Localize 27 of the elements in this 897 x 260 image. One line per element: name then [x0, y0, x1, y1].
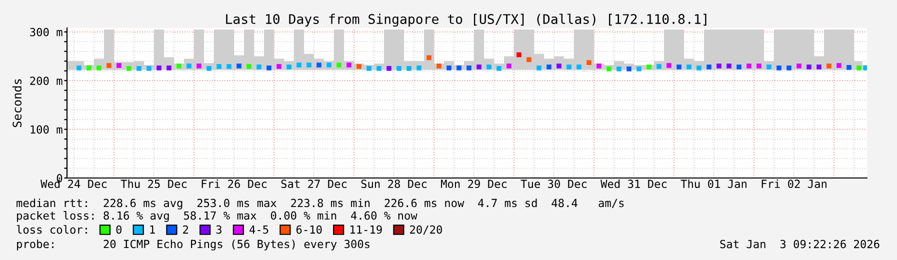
legend-label: 2 — [183, 225, 188, 234]
text: Sat Jan 3 09:22:26 2026 — [720, 240, 880, 248]
x-tick-label: Fri 02 Jan — [762, 179, 826, 188]
x-tick-label: Thu 25 Dec — [120, 179, 187, 188]
y-axis-title: Seconds — [12, 79, 22, 128]
x-tick-label: Mon 29 Dec — [441, 180, 507, 188]
chart-title: Last 10 Days from Singapore to [US/TX] (Dallas) [172.110.8.1] — [226, 14, 706, 27]
legend-label: 11-19 — [350, 225, 382, 234]
y-tick-label: 300 m — [30, 28, 62, 36]
text: median rtt: 228.6 ms avg 253.0 ms max 223.8 ms min 226.6 ms now 4.7 ms sd 48.4 am/s — [16, 198, 624, 210]
x-tick-label: Wed 31 Dec — [600, 179, 667, 188]
y-tick-label: 100 m — [30, 125, 62, 134]
text: probe: 20 ICMP Echo Pings (56 Bytes) every 300s — [17, 240, 370, 250]
legend-label: 20/20 — [410, 225, 442, 235]
x-tick-label: Fri 26 Dec — [202, 179, 267, 188]
legend-label: 1 — [150, 225, 155, 234]
y-tick-label: 200 m — [30, 76, 62, 86]
x-tick-label: Thu 01 Jan — [680, 179, 746, 188]
legend-label: 6-10 — [296, 225, 322, 234]
legend-label: 4-5 — [250, 225, 268, 234]
legend-label: 0 — [116, 225, 122, 234]
legend-label: 3 — [216, 225, 222, 234]
x-tick-label: Sat 27 Dec — [281, 180, 347, 188]
x-tick-label: Sun 28 Dec — [361, 180, 427, 188]
text: packet loss: 8.16 % avg 58.17 % max 0.00 % min 4.60 % now — [17, 211, 418, 222]
legend-title: loss color: — [16, 225, 87, 234]
x-tick-label: Tue 30 Dec — [520, 180, 587, 188]
